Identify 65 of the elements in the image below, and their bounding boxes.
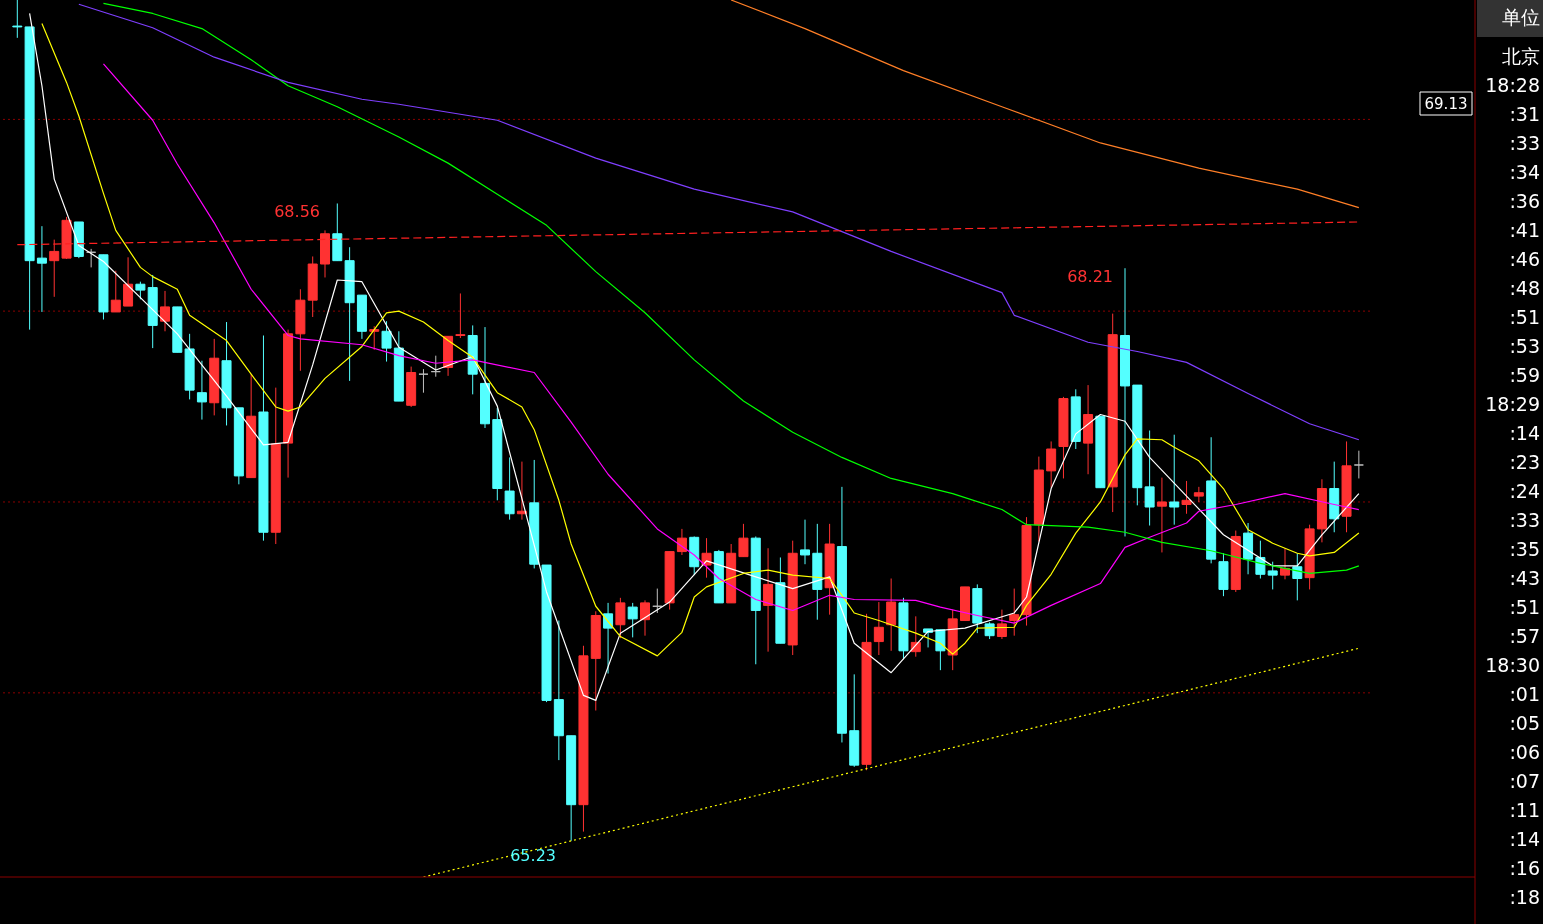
text: :23 [1509,451,1540,473]
text: 18:29 [1485,393,1540,415]
candlestick [935,629,946,671]
text: 单位 [1502,6,1540,28]
candlestick [36,225,47,313]
candlestick [504,456,515,521]
candlestick [738,523,749,558]
text: :41 [1509,219,1540,241]
candlestick [763,547,774,653]
candlestick [1156,477,1167,553]
text: :07 [1509,770,1540,792]
text: 18:30 [1485,654,1540,676]
candlestick [873,601,884,656]
candlestick [381,320,392,363]
candlestick [640,599,650,637]
candlestick [627,602,638,638]
text: :34 [1509,161,1540,183]
text: :33 [1509,509,1540,531]
text: :18 [1509,886,1540,908]
candlestick [160,290,170,332]
annotation: 68.56 [274,202,320,221]
text: :57 [1509,625,1540,647]
text: :14 [1509,828,1540,850]
candlestick [196,360,207,421]
candlestick [1267,561,1278,590]
text: :31 [1509,103,1540,125]
text: :53 [1509,335,1540,357]
candlestick [1144,430,1155,527]
text: :11 [1509,799,1540,821]
text: :01 [1509,683,1540,705]
candlestick [1009,588,1020,637]
candlestick [123,256,134,307]
candlestick [1169,434,1180,526]
text: :05 [1509,712,1540,734]
candlestick [800,519,810,565]
candlestick [12,0,23,39]
text: :46 [1509,248,1540,270]
text: 18:28 [1485,74,1540,96]
text: :43 [1509,567,1540,589]
text: :24 [1509,480,1540,502]
text: :59 [1509,364,1540,386]
candlestick [369,325,380,351]
text: :16 [1509,857,1540,879]
text: :14 [1509,422,1540,444]
candlestick [49,239,60,298]
text: :36 [1509,190,1540,212]
text: :06 [1509,741,1540,763]
text: :48 [1509,277,1540,299]
candlestick [1046,440,1057,489]
candlestick [1181,480,1192,515]
candlestick [676,528,687,556]
annotation: 68.21 [1067,267,1113,286]
text: :33 [1509,132,1540,154]
candlestick [455,292,466,339]
candlestick [886,578,897,652]
candlestick [996,609,1007,640]
text: 北京 [1502,45,1540,67]
text: :35 [1509,538,1540,560]
text: :51 [1509,306,1540,328]
candlestick [615,597,626,639]
text: 65.23 [510,846,556,865]
candlestick [1353,450,1364,479]
text: :51 [1509,596,1540,618]
candlestick [110,270,121,313]
text: 69.13 [1424,95,1468,113]
